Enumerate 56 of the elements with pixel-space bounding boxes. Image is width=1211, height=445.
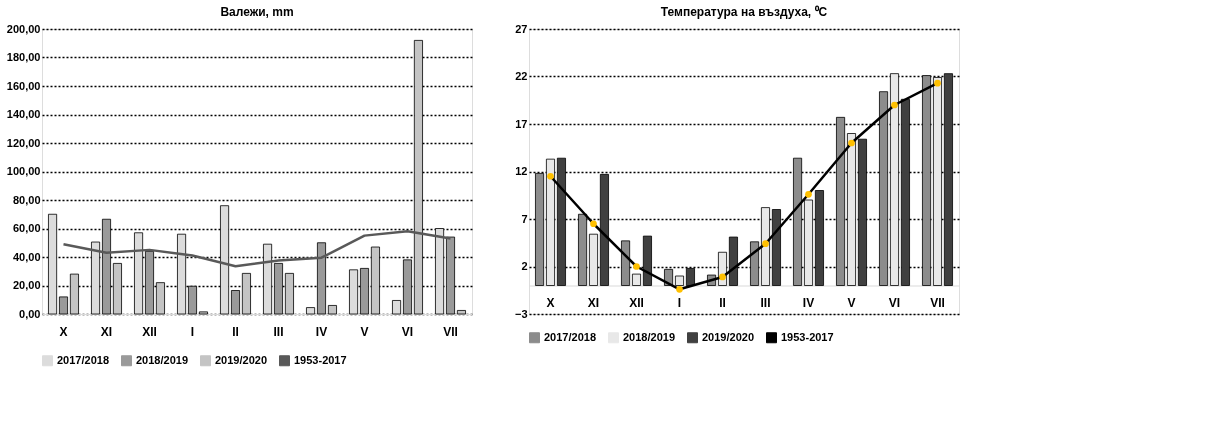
x-tick-label: XI [587, 296, 600, 310]
y-tick-label: 0,00 [19, 307, 41, 320]
y-tick-label: 7 [521, 212, 528, 225]
x-tick-label: VII [930, 296, 945, 310]
y-tick-label: 120,00 [6, 136, 41, 149]
bar [456, 310, 466, 315]
bar [632, 273, 641, 286]
x-tick-label: I [677, 296, 682, 310]
x-tick-label: XII [142, 324, 157, 339]
legend-label: 2019/2020 [215, 353, 267, 366]
y-tick-label: 17 [515, 117, 528, 130]
bar [675, 275, 684, 286]
y-tick-label: 40,00 [12, 250, 41, 263]
y-tick-label: 22 [515, 70, 528, 82]
x-tick-label: II [719, 296, 726, 310]
x-tick-label: V [847, 296, 856, 310]
x-tick-label: X [546, 296, 555, 310]
bar [231, 290, 240, 315]
bar [327, 305, 337, 315]
legend-label: 2018/2019 [623, 330, 675, 343]
x-tick-label: VI [888, 296, 901, 310]
chart-title: Валежи, mm [220, 5, 294, 19]
bar [59, 296, 68, 315]
y-tick-label: 2 [521, 260, 528, 272]
legend-label: 2019/2020 [702, 330, 754, 343]
x-tick-label: VII [443, 324, 458, 339]
x-tick-label: IV [802, 296, 815, 310]
legend-label: 2017/2018 [544, 330, 596, 343]
line-series [62, 230, 452, 268]
y-tick-label: 100,00 [6, 165, 41, 177]
x-tick-label: I [190, 324, 195, 339]
x-tick-label: II [232, 324, 239, 339]
x-tick-label: IV [315, 324, 328, 339]
y-tick-label: 20,00 [12, 279, 41, 291]
x-tick-label: V [360, 324, 369, 339]
legend-label: 1953-2017 [294, 353, 347, 366]
bar [198, 311, 208, 315]
x-tick-label: XII [629, 296, 644, 310]
x-tick-label: XI [100, 324, 113, 339]
y-tick-label: 200,00 [6, 22, 41, 35]
legend-label: 2018/2019 [136, 353, 188, 366]
x-tick-label: X [59, 324, 68, 339]
y-tick-label: 180,00 [6, 51, 41, 63]
y-tick-label: 80,00 [12, 193, 41, 206]
y-tick-label: −3 [514, 307, 528, 320]
y-tick-label: 12 [515, 165, 528, 177]
x-tick-label: III [760, 296, 771, 310]
x-tick-label: VI [401, 324, 414, 339]
legend-label: 1953-2017 [781, 330, 834, 343]
legend-label: 2017/2018 [57, 353, 109, 366]
x-tick-label: III [273, 324, 284, 339]
chart-title: Температура на въздуха, ⁰C [660, 5, 828, 19]
y-tick-label: 27 [515, 22, 528, 35]
y-tick-label: 140,00 [6, 108, 41, 120]
y-tick-label: 160,00 [6, 79, 41, 92]
y-tick-label: 60,00 [12, 222, 41, 234]
